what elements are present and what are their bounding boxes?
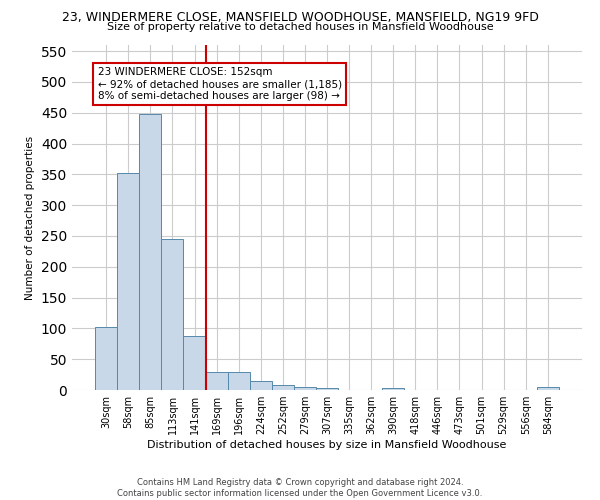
Y-axis label: Number of detached properties: Number of detached properties bbox=[25, 136, 35, 300]
Bar bbox=[117, 173, 139, 390]
Bar bbox=[161, 239, 184, 390]
Bar bbox=[250, 382, 272, 390]
Bar bbox=[316, 388, 338, 390]
Bar bbox=[537, 387, 559, 390]
Text: 23 WINDERMERE CLOSE: 152sqm
← 92% of detached houses are smaller (1,185)
8% of s: 23 WINDERMERE CLOSE: 152sqm ← 92% of det… bbox=[97, 68, 341, 100]
Bar bbox=[95, 327, 117, 390]
Text: 23, WINDERMERE CLOSE, MANSFIELD WOODHOUSE, MANSFIELD, NG19 9FD: 23, WINDERMERE CLOSE, MANSFIELD WOODHOUS… bbox=[62, 11, 538, 24]
Bar bbox=[294, 387, 316, 390]
X-axis label: Distribution of detached houses by size in Mansfield Woodhouse: Distribution of detached houses by size … bbox=[148, 440, 506, 450]
Bar bbox=[227, 372, 250, 390]
Text: Contains HM Land Registry data © Crown copyright and database right 2024.
Contai: Contains HM Land Registry data © Crown c… bbox=[118, 478, 482, 498]
Bar bbox=[382, 388, 404, 390]
Text: Size of property relative to detached houses in Mansfield Woodhouse: Size of property relative to detached ho… bbox=[107, 22, 493, 32]
Bar bbox=[272, 385, 294, 390]
Bar bbox=[139, 114, 161, 390]
Bar bbox=[184, 336, 206, 390]
Bar bbox=[206, 372, 227, 390]
